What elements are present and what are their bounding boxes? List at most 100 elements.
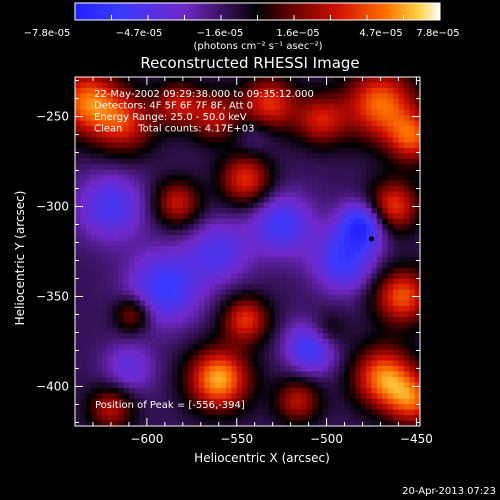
heatmap-cell	[269, 158, 276, 165]
heatmap-cell	[225, 366, 232, 373]
heatmap-cell	[414, 387, 420, 394]
heatmap-cell	[177, 393, 184, 400]
heatmap-cell	[182, 191, 189, 198]
heatmap-cell	[112, 158, 119, 165]
heatmap-cell	[382, 251, 389, 258]
heatmap-cell	[236, 349, 243, 356]
heatmap-cell	[279, 147, 286, 154]
heatmap-cell	[220, 404, 227, 411]
heatmap-cell	[349, 169, 356, 176]
heatmap-cell	[398, 169, 405, 176]
heatmap-cell	[220, 262, 227, 269]
heatmap-cell	[247, 278, 254, 285]
heatmap-cell	[376, 240, 383, 247]
heatmap-cell	[220, 175, 227, 182]
heatmap-cell	[414, 344, 420, 351]
heatmap-cell	[376, 77, 383, 84]
heatmap-cell	[188, 115, 195, 122]
heatmap-cell	[91, 175, 98, 182]
heatmap-cell	[306, 142, 313, 149]
heatmap-cell	[252, 82, 259, 89]
heatmap-cell	[301, 158, 308, 165]
heatmap-cell	[269, 142, 276, 149]
heatmap-cell	[339, 278, 346, 285]
heatmap-cell	[236, 158, 243, 165]
heatmap-cell	[209, 371, 216, 378]
heatmap-cell	[306, 87, 313, 94]
heatmap-cell	[355, 82, 362, 89]
heatmap-cell	[247, 267, 254, 274]
heatmap-cell	[198, 306, 205, 313]
heatmap-cell	[317, 311, 324, 318]
heatmap-cell	[382, 180, 389, 187]
heatmap-cell	[414, 420, 420, 426]
heatmap-cell	[349, 98, 356, 105]
heatmap-cell	[339, 295, 346, 302]
heatmap-cell	[128, 207, 135, 214]
heatmap-cell	[123, 180, 130, 187]
heatmap-cell	[182, 316, 189, 323]
heatmap-cell	[80, 142, 87, 149]
heatmap-cell	[166, 327, 173, 334]
heatmap-cell	[177, 136, 184, 144]
heatmap-cell	[225, 382, 232, 389]
heatmap-cell	[242, 224, 249, 231]
heatmap-cell	[236, 256, 243, 263]
heatmap-cell	[220, 98, 227, 105]
heatmap-cell	[247, 169, 254, 176]
heatmap-cell	[393, 262, 400, 269]
heatmap-cell	[85, 306, 92, 313]
heatmap-cell	[118, 420, 125, 426]
heatmap-cell	[139, 262, 146, 269]
heatmap-cell	[387, 142, 394, 149]
heatmap-cell	[376, 120, 383, 127]
heatmap-cell	[107, 376, 114, 383]
heatmap-cell	[387, 371, 394, 378]
heatmap-cell	[252, 262, 259, 269]
heatmap-cell	[161, 393, 168, 400]
heatmap-cell	[322, 382, 329, 389]
heatmap-cell	[328, 273, 335, 280]
heatmap-cell	[182, 246, 189, 253]
heatmap-cell	[231, 235, 238, 242]
heatmap-cell	[317, 387, 324, 394]
heatmap-cell	[231, 147, 238, 154]
heatmap-cell	[134, 175, 141, 182]
heatmap-cell	[150, 376, 157, 383]
heatmap-cell	[166, 147, 173, 154]
heatmap-cell	[306, 398, 313, 405]
heatmap-cell	[403, 147, 410, 154]
heatmap-cell	[209, 109, 216, 116]
heatmap-cell	[80, 153, 87, 160]
heatmap-cell	[112, 409, 119, 416]
heatmap-cell	[96, 87, 103, 94]
heatmap-cell	[312, 404, 319, 411]
heatmap-cell	[177, 131, 184, 138]
heatmap-cell	[279, 136, 286, 144]
heatmap-cell	[96, 235, 103, 242]
heatmap-cell	[393, 289, 400, 296]
heatmap-cell	[242, 256, 249, 263]
heatmap-cell	[312, 147, 319, 154]
heatmap-cell	[225, 306, 232, 313]
heatmap-cell	[301, 164, 308, 171]
heatmap-cell	[128, 415, 135, 422]
heatmap-cell	[393, 404, 400, 411]
heatmap-cell	[274, 224, 281, 231]
heatmap-cell	[75, 415, 81, 422]
heatmap-cell	[306, 333, 313, 340]
heatmap-cell	[225, 235, 232, 242]
heatmap-cell	[128, 196, 135, 204]
heatmap-cell	[123, 409, 130, 416]
heatmap-cell	[274, 120, 281, 127]
heatmap-cell	[91, 169, 98, 176]
heatmap-cell	[409, 180, 416, 187]
heatmap-cell	[376, 387, 383, 394]
heatmap-cell	[322, 147, 329, 154]
heatmap-cell	[403, 284, 410, 291]
heatmap-cell	[393, 398, 400, 405]
heatmap-cell	[387, 169, 394, 176]
heatmap-cell	[220, 284, 227, 291]
heatmap-cell	[279, 409, 286, 416]
heatmap-cell	[403, 120, 410, 127]
